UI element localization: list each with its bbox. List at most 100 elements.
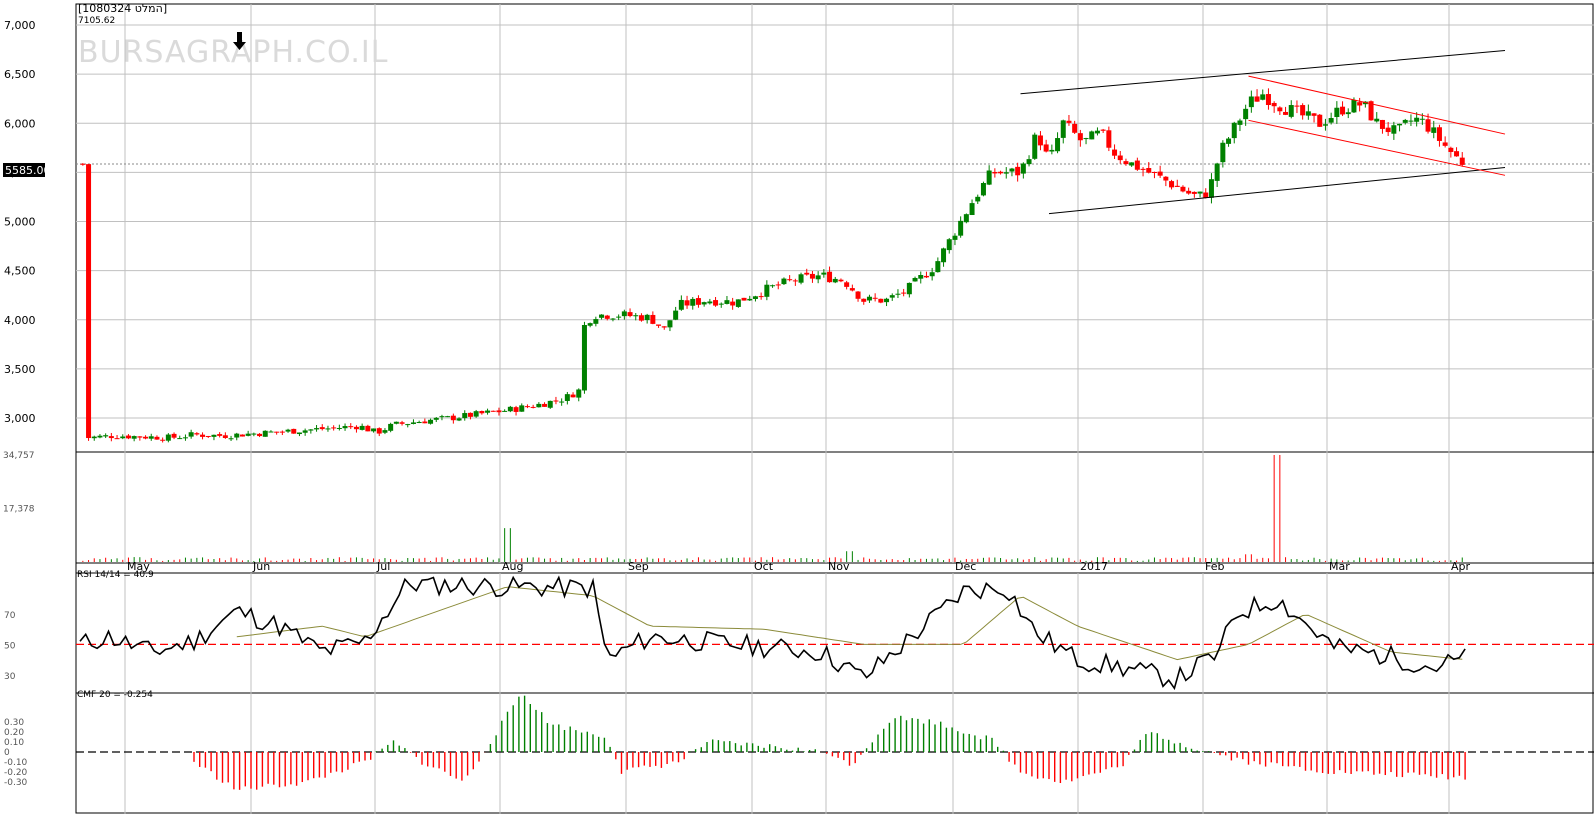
candle-body <box>604 315 610 319</box>
candle-body <box>376 428 382 434</box>
month-label: Apr <box>1451 560 1471 573</box>
candle-body <box>143 436 149 439</box>
candle-body <box>120 436 126 439</box>
price-tick-label: 4,500 <box>4 265 36 278</box>
candle-body <box>587 323 593 326</box>
candle-body <box>137 436 143 438</box>
candle-body <box>581 325 587 391</box>
price-axis: 7,0006,5006,0005,5005,0004,5004,0003,500… <box>4 19 36 425</box>
candle-body <box>1197 191 1203 194</box>
candle-body <box>262 430 268 437</box>
candle-body <box>388 423 394 431</box>
candle-body <box>222 435 228 438</box>
candle-body <box>553 400 559 402</box>
candle-body <box>564 394 570 401</box>
candle-body <box>1448 147 1454 152</box>
candle-body <box>792 280 798 282</box>
candle-body <box>963 214 969 223</box>
candle-body <box>844 282 850 287</box>
channel-lower-red <box>1248 119 1506 176</box>
candle-body <box>1100 129 1106 131</box>
candle-body <box>1169 181 1175 188</box>
candle-body <box>1203 192 1209 198</box>
candle-body <box>473 411 479 417</box>
candle-body <box>621 311 627 317</box>
candle-body <box>1385 127 1391 133</box>
candle-body <box>365 425 371 432</box>
candle-body <box>239 434 245 437</box>
candle-body <box>1214 163 1220 181</box>
candle-body <box>1220 142 1226 163</box>
rsi-tick-label: 30 <box>4 672 16 682</box>
candle-body <box>1151 171 1157 173</box>
candle-body <box>1340 106 1346 115</box>
candle-body <box>319 427 325 430</box>
candle-body <box>878 298 884 303</box>
candle-body <box>336 427 342 429</box>
candle-body <box>108 436 114 439</box>
candle-body <box>633 315 639 317</box>
candle-body <box>1094 130 1100 134</box>
candle-body <box>804 272 810 275</box>
price-tick-label: 3,000 <box>4 412 36 425</box>
candle-body <box>507 406 513 412</box>
month-label: Mar <box>1329 560 1350 573</box>
channel-upper-black <box>1020 50 1506 95</box>
candle-body <box>274 431 280 433</box>
cmf-tick-label: -0.30 <box>4 778 28 788</box>
candle-body <box>570 394 576 398</box>
candle-body <box>952 235 958 240</box>
candle-body <box>747 298 753 301</box>
symbol-label: [1080324 המלט] <box>78 2 167 15</box>
candle-body <box>707 301 713 304</box>
candle-body <box>1414 117 1420 122</box>
candle-body <box>422 421 428 424</box>
candle-body <box>1419 118 1425 120</box>
cmf-tick-label: 0.10 <box>4 738 24 748</box>
candle-body <box>439 416 445 418</box>
candle-body <box>513 407 519 412</box>
candle-body <box>1009 168 1015 172</box>
candle-body <box>724 300 730 304</box>
candle-body <box>781 278 787 285</box>
candle-body <box>730 301 736 306</box>
candle-body <box>268 431 274 433</box>
candle-body <box>941 248 947 263</box>
candle-body <box>1026 159 1032 165</box>
candle-body <box>1037 135 1043 146</box>
candle-body <box>251 433 257 435</box>
price-tick-label: 6,500 <box>4 68 36 81</box>
candle-body <box>1294 105 1300 107</box>
cmf-panel: 0.300.200.100-0.10-0.20-0.30 <box>4 695 1594 790</box>
price-tick-label: 4,000 <box>4 314 36 327</box>
candle-body <box>1436 127 1442 141</box>
candle-body <box>1066 120 1072 123</box>
month-label: Oct <box>754 560 774 573</box>
cmf-tick-label: 0.20 <box>4 728 24 738</box>
candle-body <box>536 403 542 408</box>
last-price-badge: 5585.00 <box>3 163 51 177</box>
price-tick-label: 6,000 <box>4 117 36 130</box>
candle-body <box>821 272 827 275</box>
candle-body <box>205 435 211 437</box>
candle-body <box>593 319 599 324</box>
candle-body <box>1077 133 1083 141</box>
candle-body <box>1271 102 1277 107</box>
candle-body <box>1459 157 1465 165</box>
candle-body <box>998 171 1004 174</box>
rsi-panel: 70 50 30 <box>4 575 1594 691</box>
candle-body <box>485 410 491 413</box>
candle-body <box>490 410 496 412</box>
candle-body <box>428 419 434 424</box>
candle-body <box>371 428 377 432</box>
candle-body <box>1254 96 1260 102</box>
candle-body <box>627 312 633 317</box>
candle-body <box>832 278 838 283</box>
candle-body <box>1208 179 1214 198</box>
candle-body <box>1134 160 1140 170</box>
candle-body <box>787 279 793 281</box>
candle-body <box>901 292 907 294</box>
candle-body <box>257 433 263 437</box>
candle-body <box>713 300 719 306</box>
candle-body <box>684 300 690 306</box>
